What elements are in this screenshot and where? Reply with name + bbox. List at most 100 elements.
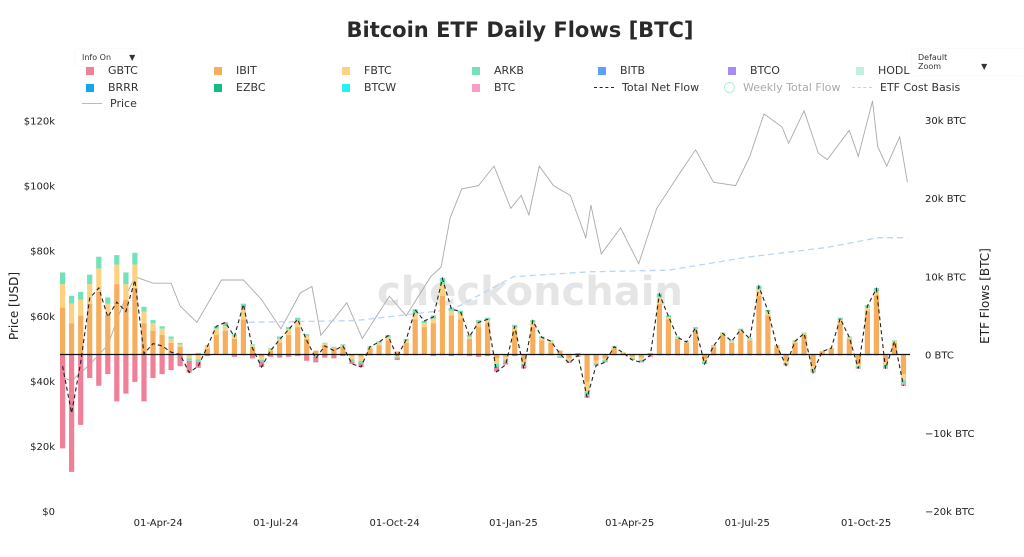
legend-marker-icon bbox=[852, 87, 872, 88]
flow-bar-gbtc bbox=[557, 356, 563, 358]
flow-bar-ibit bbox=[521, 354, 527, 361]
x-tick-label: 01-Oct-25 bbox=[841, 518, 891, 529]
flow-bar-ibit bbox=[286, 335, 292, 355]
legend-item-gbtc[interactable]: GBTC bbox=[82, 64, 138, 77]
flow-bar-gbtc bbox=[132, 354, 138, 382]
flow-bar-ibit bbox=[123, 299, 129, 355]
flow-bar-fbtc bbox=[105, 303, 111, 316]
flow-bar-gbtc bbox=[466, 354, 473, 357]
flow-bar-arkb bbox=[801, 332, 807, 334]
dropdown-arrow-icon: ▼ bbox=[129, 53, 136, 62]
flow-bar-fbtc bbox=[846, 337, 852, 339]
legend-marker-icon bbox=[342, 83, 350, 92]
flow-bar-arkb bbox=[123, 272, 129, 285]
flow-bar-ibit bbox=[87, 303, 93, 355]
flow-bar-arkb bbox=[674, 336, 681, 338]
legend-label: BITB bbox=[620, 64, 646, 77]
flow-bar-ibit bbox=[403, 342, 409, 355]
flow-bar-fbtc bbox=[240, 307, 246, 320]
flow-bar-gbtc bbox=[268, 354, 274, 357]
flow-bar-gbtc bbox=[331, 354, 337, 359]
flow-bar-ibit bbox=[313, 350, 319, 355]
legend-item-arkb[interactable]: ARKB bbox=[468, 64, 524, 77]
flow-bar-gbtc bbox=[340, 354, 346, 357]
flow-bar-fbtc bbox=[394, 354, 400, 357]
flow-bar-gbtc bbox=[258, 361, 265, 368]
legend-item-fbtc[interactable]: FBTC bbox=[338, 64, 392, 77]
flow-bar-fbtc bbox=[557, 354, 563, 357]
flow-bar-fbtc bbox=[810, 366, 816, 370]
flow-bar-fbtc bbox=[738, 330, 744, 333]
flow-bar-ibit bbox=[693, 331, 699, 355]
legend-item-weekly-total-flow[interactable]: Weekly Total Flow bbox=[724, 81, 841, 94]
x-tick-label: 01-Jul-25 bbox=[725, 518, 770, 529]
legend-item-etf-cost-basis[interactable]: ETF Cost Basis bbox=[852, 81, 960, 94]
legend-marker-icon bbox=[594, 87, 614, 88]
info-dropdown[interactable]: Info On ▼ bbox=[76, 49, 142, 66]
legend-item-btc[interactable]: BTC bbox=[468, 81, 515, 94]
flow-bar-arkb bbox=[195, 359, 201, 362]
flow-bar-fbtc bbox=[421, 323, 427, 328]
flow-bar-fbtc bbox=[900, 374, 907, 381]
flow-bar-arkb bbox=[494, 363, 500, 367]
flow-bar-fbtc bbox=[439, 284, 445, 296]
flow-bar-ibit bbox=[231, 338, 237, 355]
flow-bar-fbtc bbox=[304, 335, 310, 339]
legend-item-hodl[interactable]: HODL bbox=[852, 64, 910, 77]
flow-bar-ibit bbox=[141, 323, 147, 355]
flow-bar-ibit bbox=[421, 327, 427, 355]
zoom-dropdown[interactable]: Default Zoom ▼ bbox=[912, 49, 1024, 75]
legend-item-brrr[interactable]: BRRR bbox=[82, 81, 138, 94]
legend-item-total-net-flow[interactable]: Total Net Flow bbox=[594, 81, 699, 94]
flow-bar-ibit bbox=[575, 352, 581, 355]
flow-bar-arkb bbox=[693, 327, 699, 329]
flow-bar-ibit bbox=[855, 354, 861, 364]
flow-bar-gbtc bbox=[222, 322, 228, 324]
y-right-tick-label: −10k BTC bbox=[925, 429, 974, 440]
legend-item-btcw[interactable]: BTCW bbox=[338, 81, 396, 94]
flow-bar-ibit bbox=[512, 331, 518, 355]
legend-item-btco[interactable]: BTCO bbox=[724, 64, 780, 77]
flow-bar-gbtc bbox=[60, 354, 66, 449]
flow-bar-arkb bbox=[60, 272, 66, 285]
flow-bar-arkb bbox=[222, 324, 228, 327]
legend-item-ezbc[interactable]: EZBC bbox=[210, 81, 266, 94]
flow-bar-ibit bbox=[430, 323, 436, 355]
flow-bar-gbtc bbox=[231, 354, 237, 357]
flow-bar-arkb bbox=[313, 356, 319, 357]
flow-bar-fbtc bbox=[69, 303, 75, 324]
legend-marker-icon bbox=[214, 66, 222, 75]
legend-item-ibit[interactable]: IBIT bbox=[210, 64, 257, 77]
flow-bar-arkb bbox=[168, 336, 174, 339]
flow-bar-arkb bbox=[132, 252, 138, 265]
flow-bar-ibit bbox=[475, 327, 482, 355]
legend-label: Weekly Total Flow bbox=[743, 81, 841, 94]
flow-bar-gbtc bbox=[503, 362, 509, 365]
flow-bar-fbtc bbox=[213, 328, 219, 335]
flow-bar-fbtc bbox=[837, 320, 843, 324]
flow-bar-fbtc bbox=[313, 354, 319, 357]
flow-bar-fbtc bbox=[448, 310, 454, 316]
legend-item-bitb[interactable]: BITB bbox=[594, 64, 645, 77]
flow-bar-ibit bbox=[837, 323, 843, 355]
watermark-logo: checkonchain bbox=[377, 269, 683, 315]
y-left-tick-label: $60k bbox=[30, 312, 55, 323]
flow-bar-gbtc bbox=[105, 354, 111, 375]
flow-bar-fbtc bbox=[349, 356, 355, 360]
flow-bar-ibit bbox=[873, 295, 879, 355]
flow-bar-fbtc bbox=[873, 291, 879, 296]
flow-bar-fbtc bbox=[656, 297, 662, 304]
flow-bar-fbtc bbox=[620, 352, 626, 353]
flow-bar-ibit bbox=[801, 335, 807, 355]
info-dropdown-label: Info On bbox=[82, 53, 112, 62]
flow-bar-arkb bbox=[258, 360, 265, 362]
flow-bar-arkb bbox=[114, 255, 120, 265]
flow-bar-ibit bbox=[240, 319, 246, 355]
flow-bar-ibit bbox=[864, 311, 870, 355]
flow-bar-gbtc bbox=[647, 356, 653, 357]
flow-bar-fbtc bbox=[702, 359, 708, 362]
legend-item-price[interactable]: Price bbox=[82, 97, 137, 110]
flow-bar-fbtc bbox=[403, 340, 409, 343]
flow-bar-arkb bbox=[69, 295, 75, 304]
legend-label: Price bbox=[110, 97, 137, 110]
